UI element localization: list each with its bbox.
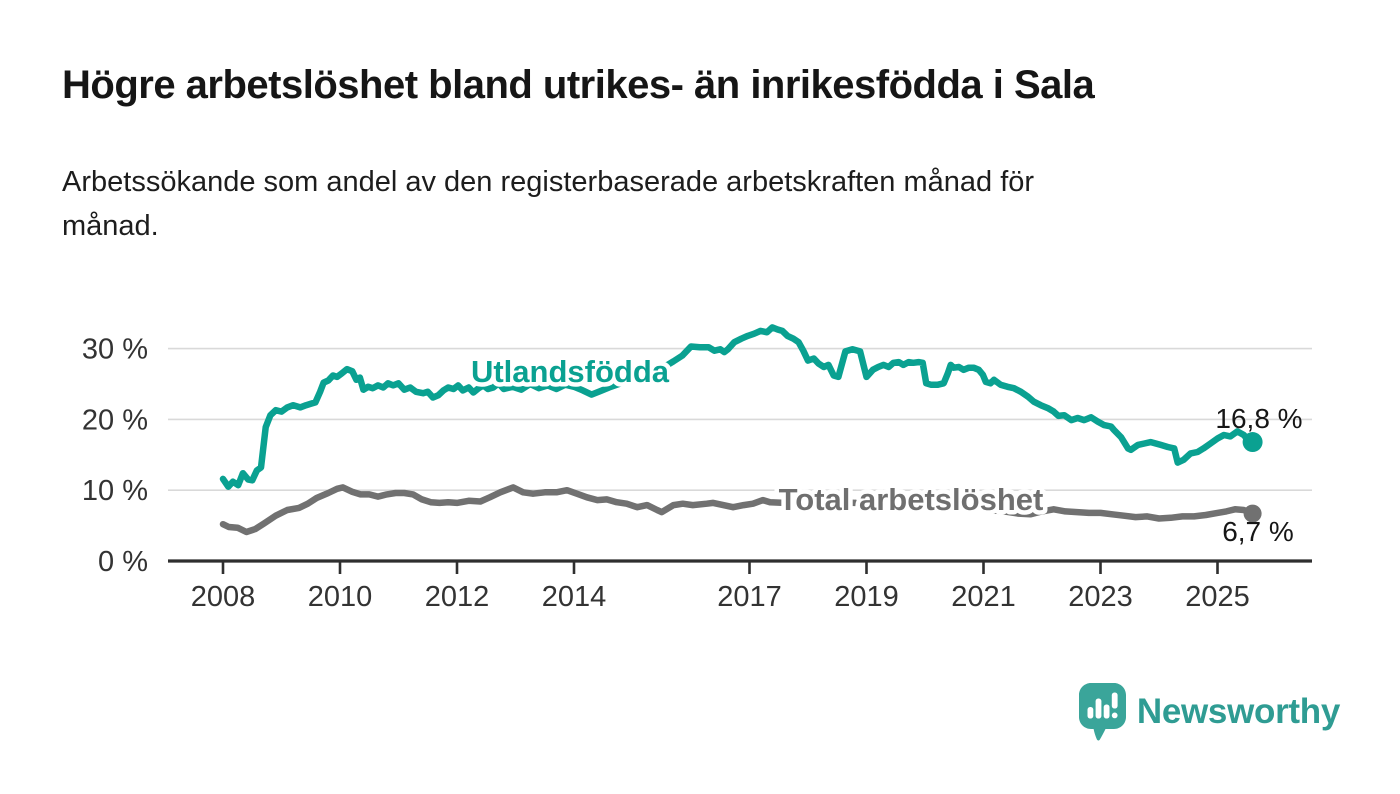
series-line-total-arbetsl-shet [219,484,1256,536]
x-axis-label-2019: 2019 [834,581,899,613]
y-axis-label-30: 30 % [82,334,148,366]
x-axis-label-2014: 2014 [542,581,607,613]
x-axis-label-2012: 2012 [425,581,490,613]
x-axis-label-2023: 2023 [1068,581,1133,613]
x-axis-label-2017: 2017 [717,581,782,613]
chart-subtitle-line2: månad. [62,210,159,242]
x-axis-label-2008: 2008 [191,581,256,613]
series-label-utlandsfodda: Utlandsfödda [471,354,670,389]
chart-subtitle-line1: Arbetssökande som andel av den registerb… [62,166,1035,198]
end-value-label-total: 6,7 % [1222,516,1294,547]
x-axis-label-2025: 2025 [1185,581,1250,613]
x-axis-label-2021: 2021 [951,581,1016,613]
newsworthy-logo: Newsworthy [1078,682,1340,742]
y-axis-label-20: 20 % [82,404,148,436]
page-title: Högre arbetslöshet bland utrikes- än inr… [62,63,1095,107]
series-end-dot-total-arbetsl-shet [1243,504,1262,523]
newsworthy-speech-bubble-bars-icon [1078,683,1126,741]
x-axis-label-2010: 2010 [308,581,373,613]
series-line-utlandsf-dda [219,324,1256,490]
y-axis-label-0: 0 % [98,546,148,578]
annotation-layer: Utlandsfödda Total arbetslöshet 16,8 % 6… [466,350,1302,548]
series-end-dot-utlandsf-dda [1242,432,1263,453]
plot-layer: 0 % 10 % 20 % 30 % 2008 2010 2012 2014 2017 2019 2… [82,324,1312,613]
newsworthy-brand-name: Newsworthy [1136,692,1340,731]
end-value-label-utlandsfodda: 16,8 % [1215,403,1302,434]
y-axis-label-10: 10 % [82,475,148,507]
chart-subtitle: Arbetssökande som andel av den registerb… [62,160,1342,248]
series-label-total-arbetsloshet: Total arbetslöshet [779,482,1044,517]
